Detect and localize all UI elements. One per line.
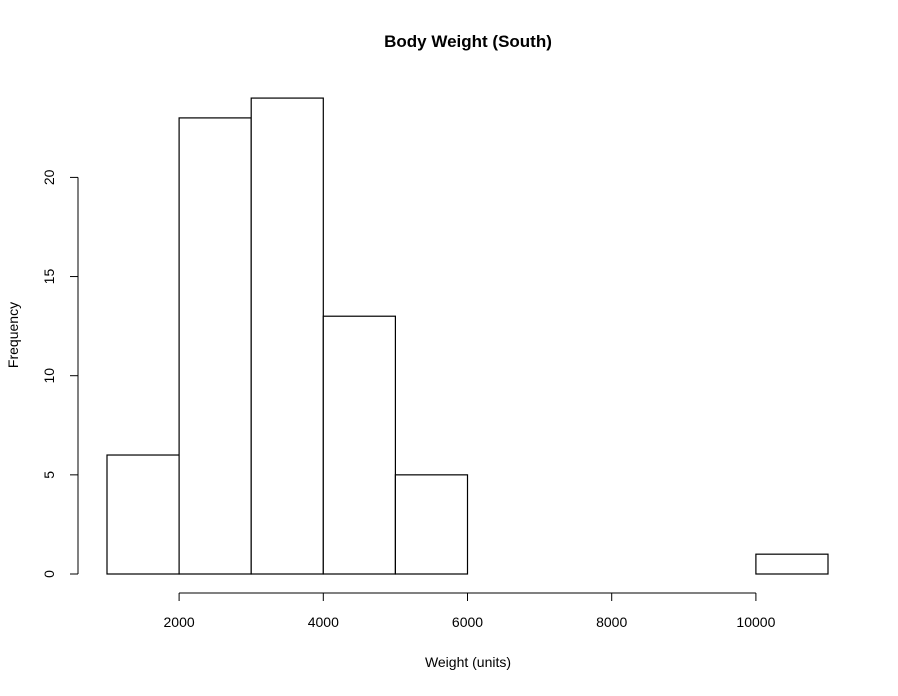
y-tick-label: 10 — [41, 368, 57, 384]
y-axis-label: Frequency — [5, 302, 21, 368]
y-tick-label: 15 — [41, 269, 57, 285]
x-tick-label: 4000 — [308, 614, 339, 630]
histogram-bar — [394, 474, 469, 575]
bars-group — [106, 97, 829, 575]
x-axis: 2000 4000 6000 8000 10000 — [164, 592, 776, 630]
x-axis-label: Weight (units) — [425, 654, 511, 670]
x-tick-label: 6000 — [452, 614, 483, 630]
y-axis: 0 5 10 15 20 — [41, 169, 79, 578]
histogram-bar — [178, 117, 252, 575]
histogram-bar — [755, 553, 829, 575]
chart-title: Body Weight (South) — [384, 32, 552, 51]
y-tick-label: 20 — [41, 169, 57, 185]
histogram-bar — [106, 454, 180, 575]
histogram-bar — [250, 97, 324, 575]
y-tick-label: 5 — [41, 471, 57, 479]
x-tick-label: 10000 — [736, 614, 775, 630]
y-tick-label: 0 — [41, 570, 57, 578]
x-tick-label: 2000 — [164, 614, 195, 630]
x-tick-label: 8000 — [596, 614, 627, 630]
histogram-bar — [322, 315, 396, 575]
